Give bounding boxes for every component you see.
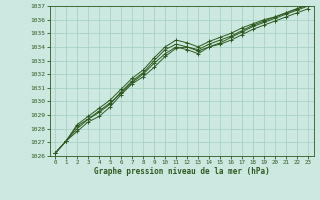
X-axis label: Graphe pression niveau de la mer (hPa): Graphe pression niveau de la mer (hPa) bbox=[94, 167, 269, 176]
